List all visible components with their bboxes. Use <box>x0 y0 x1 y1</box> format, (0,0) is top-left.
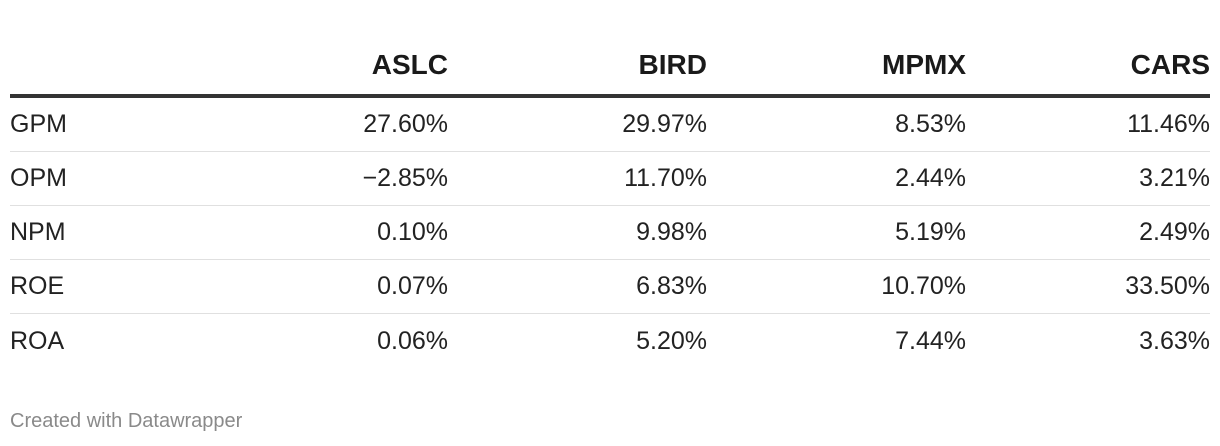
table-cell: 3.63% <box>1139 326 1210 355</box>
table-cell: 2.49% <box>1139 218 1210 246</box>
table-cell: 7.44% <box>895 326 966 355</box>
row-label: ROE <box>10 272 65 300</box>
table-row: ROE 0.07% 6.83% 10.70% 33.50% <box>10 260 1210 314</box>
table-cell: −2.85% <box>362 164 449 192</box>
table-cell: 5.20% <box>636 326 707 355</box>
table-cell: 0.07% <box>377 272 448 300</box>
table-cell: 6.83% <box>636 272 707 300</box>
table-cell: 5.19% <box>895 218 966 246</box>
header-cell-mpmx: MPMX <box>882 49 966 80</box>
table-header-row: ASLC BIRD MPMX CARS <box>10 36 1210 98</box>
table-cell: 0.06% <box>377 326 448 355</box>
table-cell: 11.70% <box>624 164 707 192</box>
row-label: GPM <box>10 110 67 138</box>
table-cell: 8.53% <box>895 110 966 138</box>
table-cell: 10.70% <box>881 272 966 300</box>
header-cell-bird: BIRD <box>638 49 707 80</box>
table-row: OPM −2.85% 11.70% 2.44% 3.21% <box>10 152 1210 206</box>
table-row: ROA 0.06% 5.20% 7.44% 3.63% <box>10 314 1210 368</box>
row-label: OPM <box>10 164 67 192</box>
table-cell: 33.50% <box>1125 272 1210 300</box>
table-cell: 2.44% <box>895 164 966 192</box>
table-cell: 0.10% <box>377 218 448 246</box>
table-cell: 3.21% <box>1139 164 1210 192</box>
table-cell: 9.98% <box>636 218 707 246</box>
row-label: NPM <box>10 218 66 246</box>
table-cell: 27.60% <box>363 110 448 138</box>
table-row: NPM 0.10% 9.98% 5.19% 2.49% <box>10 206 1210 260</box>
datawrapper-credit: Created with Datawrapper <box>10 410 243 432</box>
data-table: ASLC BIRD MPMX CARS GPM 27.60% 29.97% 8.… <box>10 36 1210 368</box>
header-cell-cars: CARS <box>1130 49 1210 80</box>
row-label: ROA <box>10 326 65 355</box>
table-row: GPM 27.60% 29.97% 8.53% 11.46% <box>10 98 1210 152</box>
header-cell-aslc: ASLC <box>371 49 448 80</box>
table-cell: 29.97% <box>622 110 707 138</box>
table-cell: 11.46% <box>1127 110 1210 138</box>
